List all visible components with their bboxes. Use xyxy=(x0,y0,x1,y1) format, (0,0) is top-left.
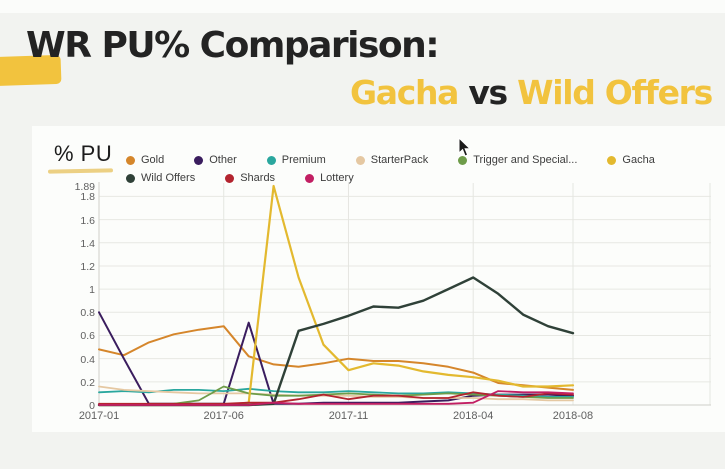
legend-item-label: Gold xyxy=(141,154,165,166)
legend-item-trigger-and-special[interactable]: Trigger and Special... xyxy=(458,154,577,166)
legend-row-1: Gold Other Premium StarterPack Trigger and S… xyxy=(126,151,655,169)
legend-item-label: Trigger and Special... xyxy=(473,154,578,166)
series-line-gold xyxy=(98,325,574,391)
legend-item-lottery[interactable]: Lottery xyxy=(305,172,354,184)
legend-item-label: Other xyxy=(209,154,237,166)
x-axis-tick-label: 2018-08 xyxy=(552,410,594,422)
y-axis-title: % PU xyxy=(54,141,113,166)
y-axis-tick-label: 1.8 xyxy=(80,191,95,204)
legend-item-starterpack[interactable]: StarterPack xyxy=(355,154,429,166)
series-line-starterpack xyxy=(98,385,574,402)
legend-item-other[interactable]: Other xyxy=(194,154,237,166)
title-wild-offers-highlight: Wild Offers xyxy=(517,73,713,112)
legend-item-premium[interactable]: Premium xyxy=(266,154,326,166)
legend-item-label: Premium xyxy=(281,154,326,166)
legend-item-wild-offers[interactable]: Wild Offers xyxy=(126,172,195,184)
legend-item-label: Shards xyxy=(240,172,276,184)
series-line-wild-offers xyxy=(97,276,575,407)
legend-item-gold[interactable]: Gold xyxy=(126,154,164,166)
series-line-shards xyxy=(98,391,574,405)
title-gacha-highlight: Gacha xyxy=(349,73,459,112)
y-axis-tick-label: 0.8 xyxy=(80,307,95,320)
x-axis-tick-label: 2017-06 xyxy=(203,410,244,422)
legend-item-label: Wild Offers xyxy=(141,172,196,184)
y-axis-tick-label: 0.6 xyxy=(80,330,95,343)
legend-item-label: Gacha xyxy=(622,154,655,166)
slide-title-line2: Gacha vs Wild Offers xyxy=(349,73,713,112)
mouse-cursor-icon xyxy=(458,138,472,157)
legend-dot-icon xyxy=(305,173,315,183)
legend-row-2: Wild Offers Shards Lottery xyxy=(126,169,655,187)
legend-item-shards[interactable]: Shards xyxy=(225,172,275,184)
legend-dot-icon xyxy=(225,173,235,183)
legend-dot-icon xyxy=(607,155,617,165)
chart-legend: Gold Other Premium StarterPack Trigger and S… xyxy=(126,151,655,187)
y-axis-tick-label: 0.2 xyxy=(80,376,95,389)
x-axis-tick-label: 2017-01 xyxy=(78,410,120,422)
legend-dot-icon xyxy=(458,155,468,165)
legend-dot-icon xyxy=(194,155,204,165)
y-axis-tick-label: 1.6 xyxy=(80,214,95,227)
x-axis-tick-label: 2017-11 xyxy=(328,410,369,422)
slide-title-line1: WR PU% Comparison: xyxy=(26,25,440,66)
top-strip xyxy=(0,0,725,13)
legend-dot-icon xyxy=(126,173,135,183)
legend-dot-icon xyxy=(266,155,276,165)
x-axis-tick-label: 2018-04 xyxy=(453,410,494,422)
y-axis-tick-label: 0.4 xyxy=(80,353,95,366)
y-axis-tick-label: 1 xyxy=(89,284,95,297)
legend-dot-icon xyxy=(355,155,365,165)
y-axis-tick-label: 1.2 xyxy=(80,260,95,273)
y-axis-tick-label: 0 xyxy=(89,400,95,412)
y-axis-tick-label: 1.4 xyxy=(80,237,95,250)
legend-dot-icon xyxy=(126,155,135,165)
legend-item-label: Lottery xyxy=(320,172,354,184)
legend-item-label: StarterPack xyxy=(370,154,429,166)
title-vs-text: vs xyxy=(458,73,518,112)
series-line-lottery xyxy=(98,390,574,406)
chart-panel-background xyxy=(32,126,725,432)
legend-item-gacha[interactable]: Gacha xyxy=(607,154,655,166)
y-axis-tick-label: 1.89 xyxy=(74,181,95,193)
